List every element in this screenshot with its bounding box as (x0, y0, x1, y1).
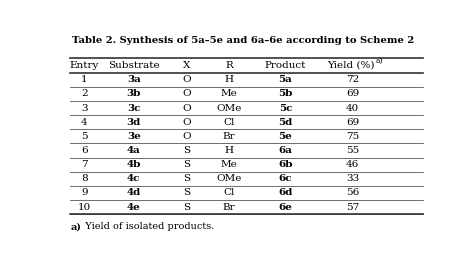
Text: 5b: 5b (278, 89, 292, 98)
Text: O: O (182, 118, 191, 127)
Text: Entry: Entry (70, 61, 99, 70)
Text: O: O (182, 89, 191, 98)
Text: Substrate: Substrate (108, 61, 160, 70)
Text: 4d: 4d (127, 188, 141, 198)
Text: Product: Product (264, 61, 306, 70)
Text: 7: 7 (81, 160, 88, 169)
Text: Table 2. Synthesis of 5a–5e and 6a–6e according to Scheme 2: Table 2. Synthesis of 5a–5e and 6a–6e ac… (72, 36, 414, 45)
Text: a): a) (70, 222, 81, 231)
Text: 4e: 4e (127, 203, 141, 212)
Text: O: O (182, 75, 191, 84)
Text: Yield of isolated products.: Yield of isolated products. (80, 222, 215, 231)
Text: 3e: 3e (127, 132, 141, 141)
Text: 3a: 3a (127, 75, 141, 84)
Text: S: S (183, 188, 190, 198)
Text: X: X (183, 61, 191, 70)
Text: Cl: Cl (223, 118, 235, 127)
Text: 6c: 6c (279, 174, 292, 183)
Text: 5e: 5e (279, 132, 292, 141)
Text: 1: 1 (81, 75, 88, 84)
Text: 4b: 4b (127, 160, 141, 169)
Text: S: S (183, 146, 190, 155)
Text: O: O (182, 132, 191, 141)
Text: R: R (225, 61, 233, 70)
Text: 46: 46 (346, 160, 359, 169)
Text: Me: Me (220, 89, 237, 98)
Text: 6d: 6d (278, 188, 292, 198)
Text: 56: 56 (346, 188, 359, 198)
Text: S: S (183, 174, 190, 183)
Text: 55: 55 (346, 146, 359, 155)
Text: 3b: 3b (127, 89, 141, 98)
Text: 10: 10 (78, 203, 91, 212)
Text: 40: 40 (346, 104, 359, 112)
Text: 5c: 5c (279, 104, 292, 112)
Text: 6: 6 (81, 146, 88, 155)
Text: 69: 69 (346, 89, 359, 98)
Text: OMe: OMe (216, 104, 242, 112)
Text: S: S (183, 160, 190, 169)
Text: OMe: OMe (216, 174, 242, 183)
Text: 6e: 6e (278, 203, 292, 212)
Text: 3: 3 (81, 104, 88, 112)
Text: 2: 2 (81, 89, 88, 98)
Text: 33: 33 (346, 174, 359, 183)
Text: Yield (%): Yield (%) (327, 61, 374, 70)
Text: 69: 69 (346, 118, 359, 127)
Text: H: H (225, 75, 234, 84)
Text: H: H (225, 146, 234, 155)
Text: 4: 4 (81, 118, 88, 127)
Text: Me: Me (220, 160, 237, 169)
Text: Br: Br (223, 203, 235, 212)
Text: 3d: 3d (127, 118, 141, 127)
Text: 9: 9 (81, 188, 88, 198)
Text: Cl: Cl (223, 188, 235, 198)
Text: Br: Br (223, 132, 235, 141)
Text: 3c: 3c (127, 104, 140, 112)
Text: 8: 8 (81, 174, 88, 183)
Text: 4a: 4a (127, 146, 141, 155)
Text: 5: 5 (81, 132, 88, 141)
Text: 4c: 4c (127, 174, 140, 183)
Text: 72: 72 (346, 75, 359, 84)
Text: 5a: 5a (279, 75, 292, 84)
Text: a): a) (375, 56, 383, 64)
Text: 57: 57 (346, 203, 359, 212)
Text: 5d: 5d (278, 118, 292, 127)
Text: 6a: 6a (278, 146, 292, 155)
Text: 75: 75 (346, 132, 359, 141)
Text: O: O (182, 104, 191, 112)
Text: S: S (183, 203, 190, 212)
Text: 6b: 6b (278, 160, 292, 169)
